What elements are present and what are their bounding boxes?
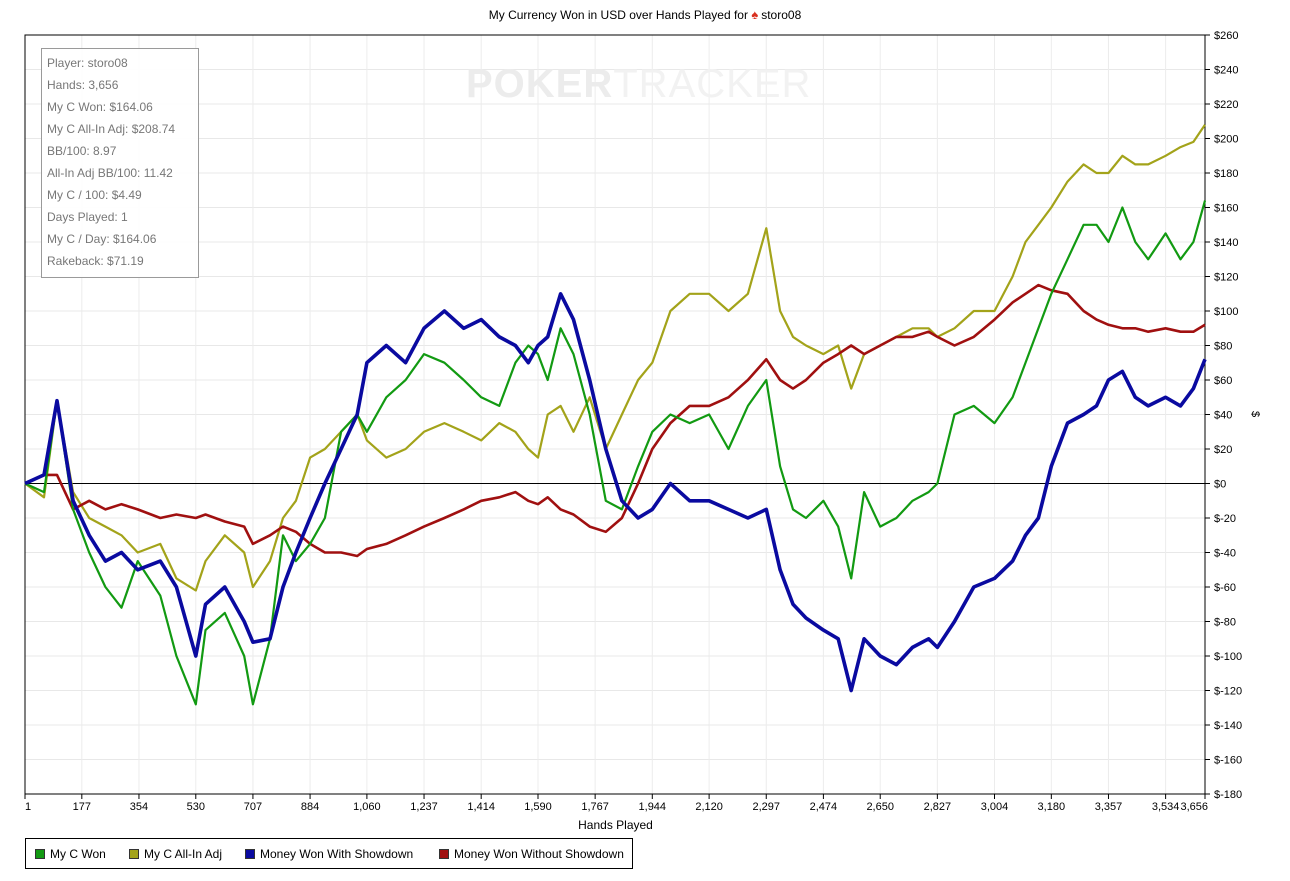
grid-layer	[24, 34, 1206, 795]
x-tick-label: 3,004	[981, 801, 1009, 813]
legend-swatch	[439, 849, 449, 859]
y-tick-label: $0	[1214, 479, 1226, 491]
stat-per-100: My C / 100: $4.49	[47, 188, 142, 202]
x-tick-label: 1,944	[639, 801, 667, 813]
stat-days-played: Days Played: 1	[47, 210, 128, 224]
y-tick-label: $20	[1214, 444, 1232, 456]
legend-item-with-showdown: Money Won With Showdown	[245, 847, 413, 861]
stat-hands: Hands: 3,656	[47, 78, 119, 92]
x-tick-label: 354	[130, 801, 148, 813]
y-tick-label: $160	[1214, 203, 1238, 215]
y-tick-label: $-80	[1214, 617, 1236, 629]
stats-box: Player: storo08 Hands: 3,656 My C Won: $…	[41, 48, 199, 278]
legend-swatch	[245, 849, 255, 859]
y-tick-label: $200	[1214, 134, 1238, 146]
x-tick-label: 1,590	[524, 801, 552, 813]
chart-title-player: storo08	[761, 8, 802, 22]
y-tick-label: $-100	[1214, 651, 1242, 663]
x-tick-label: 1	[25, 801, 31, 813]
y-tick-label: $-20	[1214, 513, 1236, 525]
stat-rakeback: Rakeback: $71.19	[47, 254, 144, 268]
x-tick-label: 2,827	[924, 801, 952, 813]
x-tick-label: 2,120	[695, 801, 723, 813]
legend-item-my-c-won: My C Won	[35, 847, 106, 861]
y-tick-label: $-180	[1214, 789, 1242, 801]
y-tick-label: $260	[1214, 30, 1238, 42]
x-tick-label: 3,656	[1180, 801, 1208, 813]
y-axis-label: $	[1249, 410, 1262, 418]
legend-item-without-showdown: Money Won Without Showdown	[439, 847, 624, 861]
x-tick-label: 1,414	[467, 801, 495, 813]
x-tick-label: 1,060	[353, 801, 381, 813]
y-tick-label: $120	[1214, 272, 1238, 284]
legend-swatch	[35, 849, 45, 859]
legend-swatch	[129, 849, 139, 859]
chart-title: My Currency Won in USD over Hands Played…	[0, 7, 1290, 22]
x-tick-label: 530	[187, 801, 205, 813]
y-tick-label: $140	[1214, 237, 1238, 249]
x-tick-label: 884	[301, 801, 319, 813]
x-tick-label: 3,180	[1038, 801, 1066, 813]
x-tick-label: 3,357	[1095, 801, 1123, 813]
y-tick-label: $220	[1214, 99, 1238, 111]
chart-title-text: My Currency Won in USD over Hands Played…	[488, 8, 748, 22]
y-tick-label: $-160	[1214, 755, 1242, 767]
ticks-layer: $260 $240 $220 $200 $180 $160 $140 $120 $100 $80 $…	[24, 30, 1242, 813]
x-tick-label: 2,650	[866, 801, 894, 813]
y-tick-label: $100	[1214, 306, 1238, 318]
stat-allin-adj: My C All-In Adj: $208.74	[47, 122, 176, 136]
series-line-money-won-with-showdown	[24, 291, 1207, 693]
x-tick-label: 2,297	[752, 801, 780, 813]
x-axis-label: Hands Played	[578, 818, 653, 832]
y-tick-label: $240	[1214, 65, 1238, 77]
x-tick-label: 3,534	[1152, 801, 1180, 813]
series-line-my-c-all-in-adj	[24, 124, 1206, 592]
y-tick-label: $-140	[1214, 720, 1242, 732]
x-tick-label: 707	[244, 801, 262, 813]
stat-won: My C Won: $164.06	[47, 100, 153, 114]
legend-item-all-in-adj: My C All-In Adj	[129, 847, 222, 861]
series-line-money-won-without-showdown	[24, 283, 1206, 558]
y-tick-label: $-60	[1214, 582, 1236, 594]
stat-bb100: BB/100: 8.97	[47, 144, 117, 158]
y-tick-label: $180	[1214, 168, 1238, 180]
spade-icon: ♠	[751, 7, 759, 22]
y-tick-label: $80	[1214, 341, 1232, 353]
y-tick-label: $-40	[1214, 548, 1236, 560]
y-tick-label: $60	[1214, 375, 1232, 387]
x-tick-label: 2,474	[810, 801, 838, 813]
y-tick-label: $-120	[1214, 686, 1242, 698]
x-tick-label: 1,237	[410, 801, 438, 813]
stat-player: Player: storo08	[47, 56, 128, 70]
y-tick-label: $40	[1214, 410, 1232, 422]
pokertracker-watermark: POKERTRACKER	[466, 62, 812, 106]
x-tick-label: 177	[73, 801, 91, 813]
x-tick-label: 1,767	[581, 801, 609, 813]
stat-allin-bb100: All-In Adj BB/100: 11.42	[47, 166, 173, 180]
stat-per-day: My C / Day: $164.06	[47, 232, 157, 246]
series-line-my-c-won	[24, 200, 1207, 706]
series-layer	[24, 124, 1207, 706]
legend: My C Won My C All-In Adj Money Won With …	[25, 838, 633, 869]
